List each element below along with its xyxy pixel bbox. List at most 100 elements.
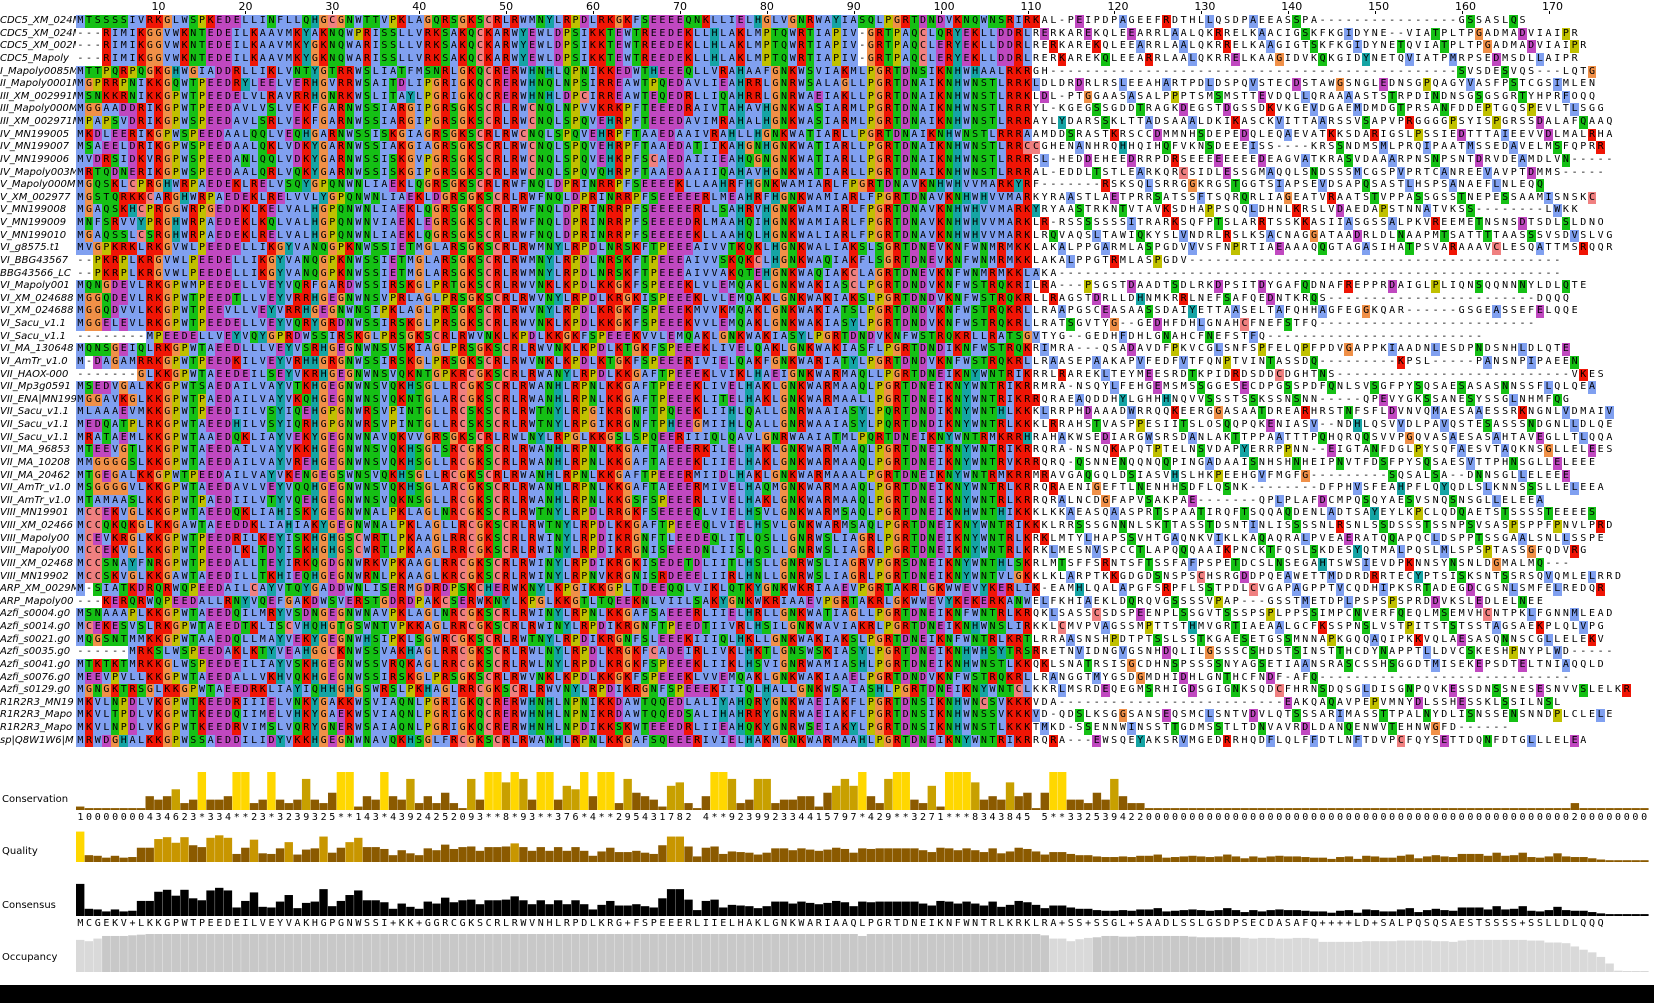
sequence-id[interactable]: III_XM_002971M — [0, 116, 76, 127]
sequence-id[interactable]: VI_MA_130648 — [0, 343, 74, 355]
sequence-id[interactable]: VII_Mp3g0591 — [0, 381, 71, 393]
sequence-id[interactable]: VII_HAOX-000 — [0, 368, 69, 380]
residue: A — [1337, 103, 1344, 115]
sequence-id[interactable]: VI_BBG43567 — [0, 254, 69, 266]
sequence-id[interactable]: VII_Sacu_v1.1 — [0, 419, 69, 430]
sequence-id[interactable]: Azfi_s0014.g0 — [0, 621, 71, 632]
sequence-id[interactable]: CDC5_XM_002M — [0, 40, 76, 52]
sequence-id[interactable]: BBG43566_LC — [0, 267, 71, 279]
sequence-id[interactable]: ARP_Mapoly00 — [0, 595, 74, 607]
sequence-id[interactable]: Azfi_s0129.g0 — [0, 684, 71, 696]
sequence-id[interactable]: VII_AmTr_v1.0 — [0, 494, 71, 506]
sequence-id[interactable]: VI_XM_024688 — [0, 305, 74, 317]
sequence-id[interactable]: VIII_XM_02468 — [0, 557, 73, 569]
sequence-id[interactable]: IV_MN199006 — [0, 153, 70, 165]
sequence-id[interactable]: V_MN199009 — [0, 217, 67, 228]
sequence-id[interactable]: V_MN199008 — [0, 204, 67, 216]
sequence-id[interactable]: VII_MA_20462 — [0, 469, 71, 481]
sequence-id[interactable]: III_Mapoly000M — [0, 103, 76, 115]
sequence-id[interactable]: VII_Sacu_v1.1 — [0, 406, 69, 418]
residue: R — [718, 116, 728, 129]
sequence-id[interactable]: VIII_Mapoly00 — [0, 532, 70, 544]
sequence-id-panel[interactable]: CDC5_XM_024M CDC5_XM_024M CDC5_XM_002M CDC5… — [0, 15, 76, 747]
sequence-id[interactable]: Azfi_s0035.g0 — [0, 646, 71, 658]
sequence-id[interactable]: V_XM_002977 — [0, 191, 71, 203]
sequence-id[interactable]: VIII_MN19902 — [0, 570, 69, 582]
sequence-id[interactable]: Azfi_s0041.g0 — [0, 658, 71, 670]
sequence-id[interactable]: VI_Sacu_v1.1 — [0, 330, 66, 342]
sequence-id[interactable]: III_XM_002991M — [0, 90, 76, 102]
residue: E — [614, 40, 624, 53]
residue: T — [988, 78, 997, 91]
sequence-id[interactable]: CDC5_XM_024M — [0, 27, 76, 39]
sequence-id[interactable]: sp|Q8W1W6|M — [0, 734, 74, 746]
sequence-id[interactable]: VII_Sacu_v1.1 — [0, 431, 69, 443]
sequence-id[interactable]: VI_g8575.t1 — [0, 242, 61, 254]
residue: D — [1415, 90, 1422, 102]
residue: R — [336, 330, 346, 344]
sequence-id[interactable]: VIII_MN19901 — [0, 507, 69, 519]
sequence-id[interactable]: VII_AmTr_v1.0 — [0, 482, 71, 494]
sequence-id[interactable]: IV_Mapoly003M — [0, 166, 76, 178]
residue: F — [406, 65, 415, 79]
sequence-id[interactable]: IV_MN199007 — [0, 141, 70, 153]
sequence-id[interactable]: II_Mapoly0001M — [0, 78, 76, 90]
sequence-id[interactable]: IV_MN199005 — [0, 128, 70, 140]
residue: - — [112, 368, 119, 380]
sequence-id[interactable]: VI_Sacu_v1.1 — [0, 318, 66, 329]
sequence-id[interactable]: R1R2R3_MN19 — [0, 696, 74, 708]
sequence-id[interactable]: R1R2R3_Mapo — [0, 722, 73, 733]
sequence-id[interactable]: Azfi_s0004.g0 — [0, 608, 71, 620]
sequence-id[interactable]: VII_MA_10208 — [0, 456, 71, 468]
sequence-id[interactable]: VI_Mapoly001 — [0, 280, 70, 292]
sequence-id[interactable]: Azfi_s0076.g0 — [0, 671, 71, 683]
sequence-id[interactable]: Azfi_s0021.g0 — [0, 633, 71, 645]
sequence-id[interactable]: V_MN199010 — [0, 229, 67, 241]
sequence-id[interactable]: I_Mapoly0085M — [0, 65, 76, 77]
sequence-id[interactable]: VIII_Mapoly00 — [0, 545, 70, 557]
sequence-id[interactable]: VII_ENA|MN199 — [0, 393, 76, 405]
sequence-id[interactable]: ARP_XM_0029M — [0, 583, 76, 595]
residue: S — [1066, 318, 1076, 331]
sequence-id[interactable]: VII_MA_96853 — [0, 444, 71, 456]
residue: S — [1076, 292, 1083, 304]
sequence-id[interactable]: V_Mapoly000M — [0, 179, 76, 191]
sequence-id[interactable]: R1R2R3_Mapo — [0, 709, 73, 721]
sequence-id[interactable]: VI_AmTr_v1.0 — [0, 355, 68, 367]
residue: T — [1562, 103, 1569, 115]
sequence-id[interactable]: CDC5_Mapoly — [0, 52, 69, 64]
sequence-id[interactable]: VIII_XM_02466 — [0, 520, 73, 531]
sequence-id[interactable]: CDC5_XM_024M — [0, 15, 76, 26]
sequence-id[interactable]: VI_XM_024688 — [0, 292, 74, 304]
